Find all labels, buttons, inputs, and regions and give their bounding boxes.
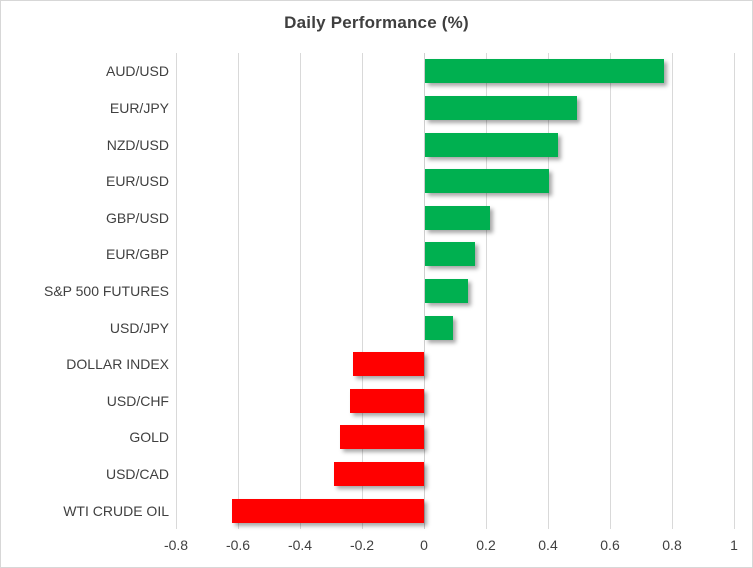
gridline xyxy=(361,53,363,529)
x-tick-label: 0 xyxy=(420,537,428,553)
category-label-nzd-usd: NZD/USD xyxy=(106,136,169,153)
plot-area xyxy=(175,53,735,529)
bar-gbp-usd xyxy=(425,205,491,230)
bar-eur-usd xyxy=(425,169,549,194)
bar-usd-chf xyxy=(349,388,424,413)
bar-aud-usd xyxy=(425,59,664,84)
category-label-gbp-usd: GBP/USD xyxy=(105,209,169,226)
x-tick-label: -0.6 xyxy=(225,537,251,553)
x-tick-label: 1 xyxy=(730,537,738,553)
gridline xyxy=(237,53,239,529)
x-tick-label: -0.8 xyxy=(163,537,189,553)
gridline xyxy=(299,53,301,529)
value-axis: -0.8 -0.6 -0.4 -0.2 0 0.2 0.4 0.6 0.8 1 xyxy=(164,537,738,558)
category-label-eur-gbp: EUR/GBP xyxy=(105,246,169,263)
category-label-wti-crude-oil: WTI CRUDE OIL xyxy=(63,502,169,519)
chart-title: Daily Performance (%) xyxy=(284,13,469,32)
gridline xyxy=(547,53,549,529)
gridline xyxy=(733,53,735,529)
x-tick-label: 0.8 xyxy=(662,537,682,553)
category-axis: AUD/USD EUR/JPY NZD/USD EUR/USD GBP/USD EUR/G… xyxy=(1,53,169,529)
category-label-usd-jpy: USD/JPY xyxy=(109,319,169,336)
category-label-usd-cad: USD/CAD xyxy=(105,466,169,483)
zero-axis-line xyxy=(423,53,425,529)
category-label-eur-jpy: EUR/JPY xyxy=(109,99,169,116)
x-tick-label: 0.2 xyxy=(476,537,496,553)
bar-usd-jpy xyxy=(425,315,453,340)
category-label-dollar-index: DOLLAR INDEX xyxy=(66,356,169,373)
bar-eur-jpy xyxy=(425,95,577,120)
x-tick-label: -0.2 xyxy=(349,537,375,553)
bar-s-p-500-futures xyxy=(425,279,469,303)
bar-nzd-usd xyxy=(425,132,559,157)
category-label-aud-usd: AUD/USD xyxy=(105,63,169,80)
gridline xyxy=(671,53,673,529)
category-label-eur-usd: EUR/USD xyxy=(105,173,169,190)
bar-eur-gbp xyxy=(425,242,475,267)
gridline xyxy=(609,53,611,529)
gridline xyxy=(485,53,487,529)
gridline xyxy=(175,53,177,529)
bar-usd-cad xyxy=(334,462,424,487)
x-tick-label: -0.4 xyxy=(287,537,313,553)
bar-dollar-index xyxy=(352,352,424,377)
category-label-s-p-500-futures: S&P 500 FUTURES xyxy=(43,283,169,299)
bar-wti-crude-oil xyxy=(231,498,424,523)
x-tick-label: 0.4 xyxy=(538,537,558,553)
bar-gold xyxy=(340,425,424,450)
category-label-gold: GOLD xyxy=(129,429,169,446)
category-label-usd-chf: USD/CHF xyxy=(106,392,169,409)
x-tick-label: 0.6 xyxy=(600,537,620,553)
